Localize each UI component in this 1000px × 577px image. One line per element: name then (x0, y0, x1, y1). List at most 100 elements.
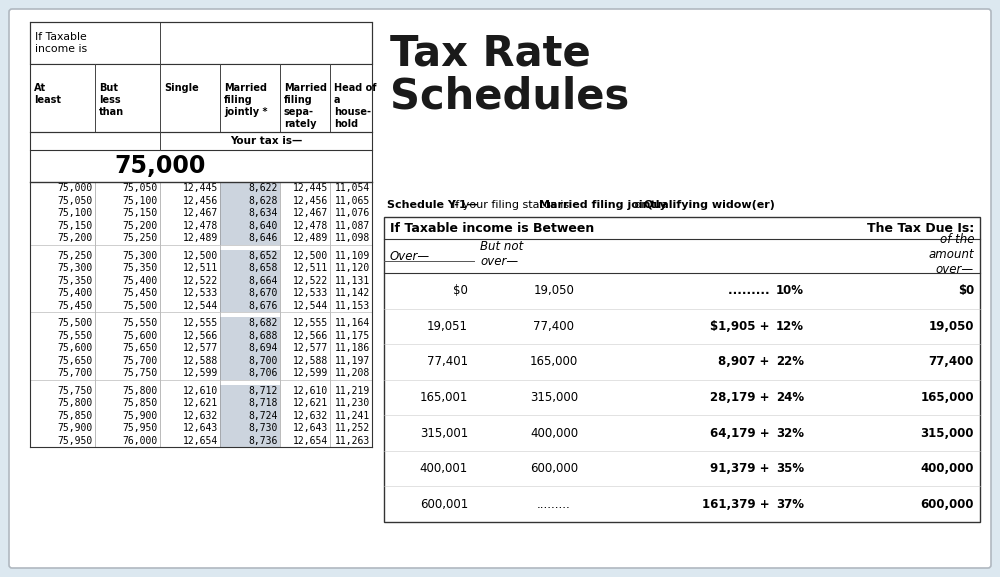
Text: 8,694: 8,694 (249, 343, 278, 353)
Text: $0: $0 (453, 284, 468, 297)
Text: 11,164: 11,164 (335, 319, 370, 328)
Text: 75,650: 75,650 (58, 356, 93, 366)
Text: 75,850: 75,850 (58, 411, 93, 421)
Bar (220, 249, 280, 262)
Text: 11,153: 11,153 (335, 301, 370, 311)
Text: 77,400: 77,400 (929, 355, 974, 369)
Text: 12,577: 12,577 (183, 343, 218, 353)
Text: 75,050: 75,050 (123, 183, 158, 193)
Text: 161,379 +: 161,379 + (702, 498, 774, 511)
Text: 11,065: 11,065 (335, 196, 370, 206)
Text: 11,197: 11,197 (335, 356, 370, 366)
Text: 11,230: 11,230 (335, 398, 370, 409)
Text: Married
filing
jointly *: Married filing jointly * (224, 83, 268, 117)
Text: 75,850: 75,850 (123, 398, 158, 409)
Text: 12,555: 12,555 (183, 319, 218, 328)
Text: 12,577: 12,577 (293, 343, 328, 353)
Text: 75,250: 75,250 (123, 233, 158, 243)
Text: 75,150: 75,150 (58, 221, 93, 231)
Text: If your filing status is: If your filing status is (452, 200, 573, 210)
Text: 12,511: 12,511 (293, 263, 328, 273)
Text: 8,634: 8,634 (249, 208, 278, 218)
Bar (220, 317, 280, 329)
Text: 400,000: 400,000 (920, 462, 974, 475)
Text: 75,100: 75,100 (58, 208, 93, 218)
Text: But not
over—: But not over— (480, 240, 523, 268)
Text: $0: $0 (958, 284, 974, 297)
Text: 75,400: 75,400 (58, 288, 93, 298)
Text: 75,250: 75,250 (58, 251, 93, 261)
Bar (220, 299, 280, 312)
Text: 12,533: 12,533 (183, 288, 218, 298)
Text: 8,664: 8,664 (249, 276, 278, 286)
Text: 11,241: 11,241 (335, 411, 370, 421)
Text: 12,456: 12,456 (183, 196, 218, 206)
Text: 8,724: 8,724 (249, 411, 278, 421)
Text: 75,450: 75,450 (58, 301, 93, 311)
Text: 11,109: 11,109 (335, 251, 370, 261)
Text: 75,300: 75,300 (58, 263, 93, 273)
Text: 12,467: 12,467 (183, 208, 218, 218)
Text: 12,632: 12,632 (183, 411, 218, 421)
Text: 11,252: 11,252 (335, 424, 370, 433)
Text: 8,688: 8,688 (249, 331, 278, 341)
Text: 75,350: 75,350 (123, 263, 158, 273)
Text: 75,700: 75,700 (123, 356, 158, 366)
Text: 12,599: 12,599 (293, 368, 328, 379)
Text: 75,500: 75,500 (123, 301, 158, 311)
Text: 12,544: 12,544 (293, 301, 328, 311)
Text: 12,632: 12,632 (293, 411, 328, 421)
FancyBboxPatch shape (9, 9, 991, 568)
Text: 12,489: 12,489 (183, 233, 218, 243)
Text: Qualifying widow(er): Qualifying widow(er) (644, 200, 775, 210)
Text: Your tax is—: Your tax is— (230, 136, 302, 146)
Text: 11,175: 11,175 (335, 331, 370, 341)
Text: 37%: 37% (776, 498, 804, 511)
Text: 8,640: 8,640 (249, 221, 278, 231)
Text: 75,050: 75,050 (58, 196, 93, 206)
Text: 165,000: 165,000 (530, 355, 578, 369)
Text: 76,000: 76,000 (123, 436, 158, 446)
Text: 12,610: 12,610 (293, 386, 328, 396)
Text: 11,131: 11,131 (335, 276, 370, 286)
Bar (220, 367, 280, 380)
Text: 400,001: 400,001 (420, 462, 468, 475)
Text: 12,522: 12,522 (183, 276, 218, 286)
Text: 75,200: 75,200 (123, 221, 158, 231)
Text: 11,054: 11,054 (335, 183, 370, 193)
Text: 12,588: 12,588 (293, 356, 328, 366)
Text: 8,628: 8,628 (249, 196, 278, 206)
Text: Schedule Y-1—: Schedule Y-1— (387, 200, 478, 210)
Text: 75,100: 75,100 (123, 196, 158, 206)
Bar (30, 132, 372, 150)
Text: 11,263: 11,263 (335, 436, 370, 446)
Text: 64,179 +: 64,179 + (710, 426, 774, 440)
Text: 8,712: 8,712 (249, 386, 278, 396)
Text: 8,652: 8,652 (249, 251, 278, 261)
Text: 11,087: 11,087 (335, 221, 370, 231)
Text: 12,544: 12,544 (183, 301, 218, 311)
Text: 11,219: 11,219 (335, 386, 370, 396)
Bar (220, 397, 280, 410)
Bar (220, 342, 280, 354)
Text: 12,555: 12,555 (293, 319, 328, 328)
Text: 11,186: 11,186 (335, 343, 370, 353)
Text: 12,489: 12,489 (293, 233, 328, 243)
Text: 12,445: 12,445 (183, 183, 218, 193)
Text: 315,000: 315,000 (920, 426, 974, 440)
Text: Single: Single (164, 83, 199, 93)
Text: 11,120: 11,120 (335, 263, 370, 273)
Bar (220, 329, 280, 342)
Text: 75,300: 75,300 (123, 251, 158, 261)
Bar (220, 262, 280, 275)
Text: 315,001: 315,001 (420, 426, 468, 440)
Bar (220, 434, 280, 447)
Text: 12,522: 12,522 (293, 276, 328, 286)
Text: 12,566: 12,566 (183, 331, 218, 341)
Text: 400,000: 400,000 (530, 426, 578, 440)
Text: 24%: 24% (776, 391, 804, 404)
Text: .........: ......... (728, 284, 774, 297)
Text: The Tax Due Is:: The Tax Due Is: (867, 222, 974, 234)
Text: 12,467: 12,467 (293, 208, 328, 218)
Bar (30, 22, 372, 64)
